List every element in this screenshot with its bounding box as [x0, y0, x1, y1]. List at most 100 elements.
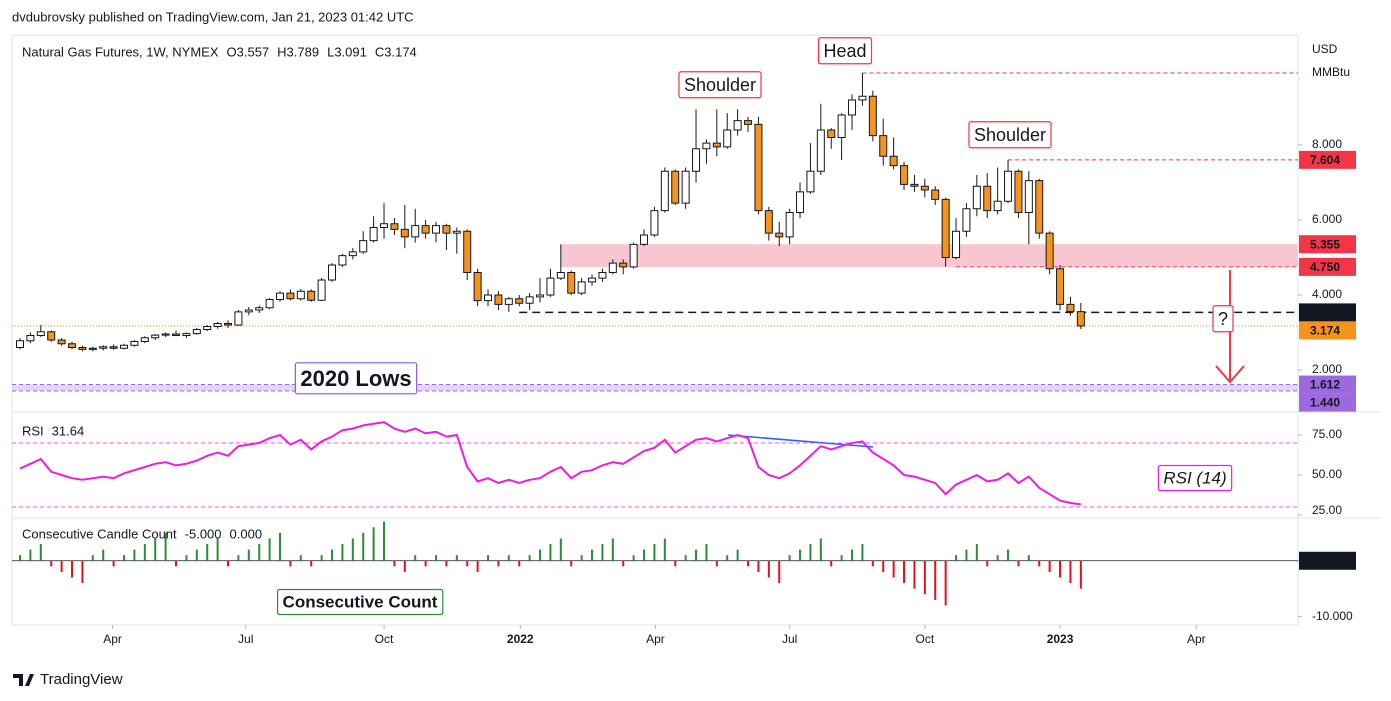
candle-body — [889, 155, 898, 167]
y-tick-label: 2.000 — [1312, 362, 1342, 376]
candle-body — [619, 262, 628, 268]
y-tick-label: 25.00 — [1312, 503, 1342, 517]
price-badge-label: 4.750 — [1310, 260, 1340, 274]
x-tick-label: Apr — [646, 632, 665, 646]
count-bar — [143, 544, 146, 561]
price-zone — [560, 244, 1298, 267]
candle-body — [276, 292, 285, 301]
x-tick-label: 2023 — [1047, 632, 1074, 646]
candle-body — [733, 120, 742, 131]
count-bar — [674, 560, 677, 567]
count-bar — [819, 538, 822, 561]
count-bar — [487, 555, 490, 561]
candle-body — [36, 331, 45, 337]
price-badge-label: 5.355 — [1310, 237, 1340, 251]
annotation-box — [1157, 464, 1233, 492]
candle-body — [380, 223, 389, 229]
rsi-line — [19, 421, 1081, 506]
candle-body — [317, 279, 326, 301]
price-badge — [1299, 257, 1356, 276]
annotation: Head — [823, 41, 866, 61]
count-bar — [279, 532, 282, 561]
x-tick-label: Oct — [375, 632, 394, 646]
count-bar — [799, 549, 802, 561]
candle-body — [744, 120, 753, 125]
candle-body — [796, 191, 805, 213]
count-bar — [882, 560, 885, 572]
candle-body — [754, 123, 763, 212]
candle-body — [972, 185, 981, 210]
candle-body — [296, 290, 305, 300]
annotation-box — [678, 71, 762, 99]
candle-body — [692, 148, 701, 172]
y-tick-label: 4.000 — [1312, 287, 1342, 301]
candle-body — [359, 240, 368, 253]
price-badge — [1299, 375, 1356, 394]
count-bar — [1038, 560, 1041, 567]
annotation-box — [276, 588, 444, 616]
count-bar — [684, 555, 687, 561]
annotation: RSI (14) — [1163, 468, 1226, 487]
candle-body — [244, 309, 253, 313]
candle-body — [723, 129, 732, 148]
count-bar — [476, 560, 479, 572]
count-bar — [1048, 560, 1051, 572]
candle-body — [286, 292, 295, 300]
count-bar — [653, 544, 656, 561]
candle-body — [338, 255, 347, 266]
count-bar — [1079, 560, 1082, 589]
count-bar — [975, 544, 978, 561]
candle-body — [390, 223, 399, 230]
price-badge — [1299, 303, 1356, 322]
candle-body — [213, 323, 222, 328]
candle-body — [650, 210, 659, 236]
count-bar — [871, 560, 874, 567]
candle-body — [411, 225, 420, 238]
candle-body — [203, 326, 212, 331]
candle-body — [1014, 170, 1023, 213]
candle-body — [671, 170, 680, 204]
candle-body — [1024, 180, 1033, 213]
candle-body — [442, 225, 451, 234]
value-badge — [1299, 551, 1356, 570]
count-bar — [778, 560, 781, 584]
count-bar — [663, 538, 666, 561]
candle-body — [952, 230, 961, 259]
y-tick-label: 6.000 — [1312, 212, 1342, 226]
candle-body — [99, 346, 108, 349]
count-bar — [81, 560, 84, 584]
count-bar — [705, 544, 708, 561]
candle-body — [494, 294, 503, 305]
candle-body — [681, 170, 690, 204]
candle-body — [1076, 311, 1085, 327]
candle-body — [234, 311, 243, 326]
count-bar — [289, 560, 292, 567]
count-bar — [206, 544, 209, 561]
candle-body — [463, 230, 472, 274]
candle-body — [26, 335, 35, 342]
count-bar — [955, 555, 958, 561]
count-bar — [383, 521, 386, 561]
annotation-box — [294, 362, 418, 395]
candle-body — [764, 210, 773, 234]
count-bar — [715, 560, 718, 567]
count-bar — [123, 555, 126, 561]
candle-body — [827, 129, 836, 138]
logo-mark — [13, 674, 34, 686]
count-bar — [1059, 560, 1062, 578]
candle-body — [224, 323, 233, 326]
count-bar — [91, 555, 94, 561]
count-bar — [944, 560, 947, 606]
price-badge-label: 1.440 — [1310, 396, 1340, 410]
count-bar — [497, 560, 500, 567]
candle-body — [255, 307, 264, 311]
candle-body — [328, 264, 337, 281]
candle-body — [983, 185, 992, 212]
price-badge — [1299, 150, 1356, 169]
annotation: Shoulder — [974, 125, 1046, 145]
y-axis-unit: MMBtu — [1312, 65, 1350, 79]
count-bar — [237, 555, 240, 561]
count-bar — [695, 549, 698, 561]
count-bar — [736, 549, 739, 561]
